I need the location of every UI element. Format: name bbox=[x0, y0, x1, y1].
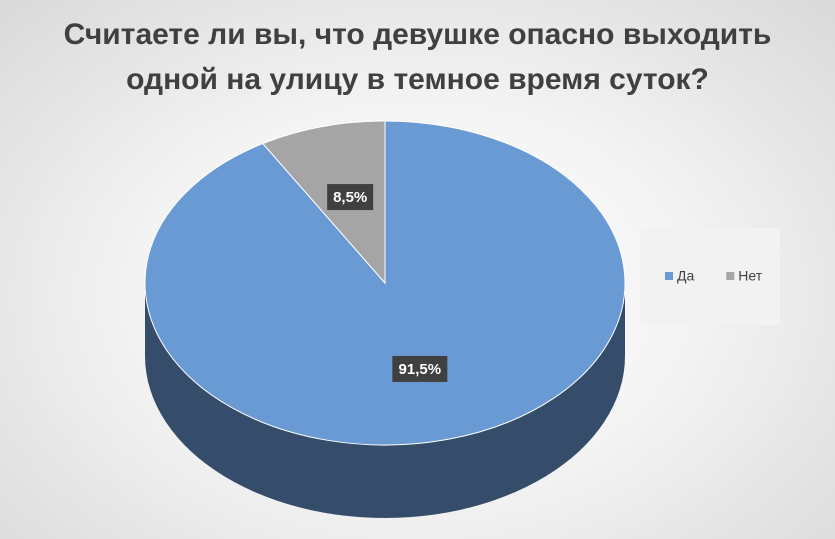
legend-marker bbox=[726, 272, 735, 280]
legend-marker bbox=[665, 272, 673, 280]
data-label-box bbox=[327, 184, 374, 211]
pie-slice bbox=[261, 120, 386, 285]
pie-side bbox=[145, 283, 625, 518]
legend-label: Нет bbox=[738, 268, 762, 284]
legend-box bbox=[640, 228, 780, 325]
data-label: 8,5% bbox=[333, 189, 367, 206]
data-label: 91,5% bbox=[399, 361, 442, 378]
data-label-box bbox=[392, 355, 448, 382]
chart-title: Считаете ли вы, что девушке опасно выход… bbox=[63, 18, 772, 96]
legend-label: Да bbox=[677, 268, 694, 284]
